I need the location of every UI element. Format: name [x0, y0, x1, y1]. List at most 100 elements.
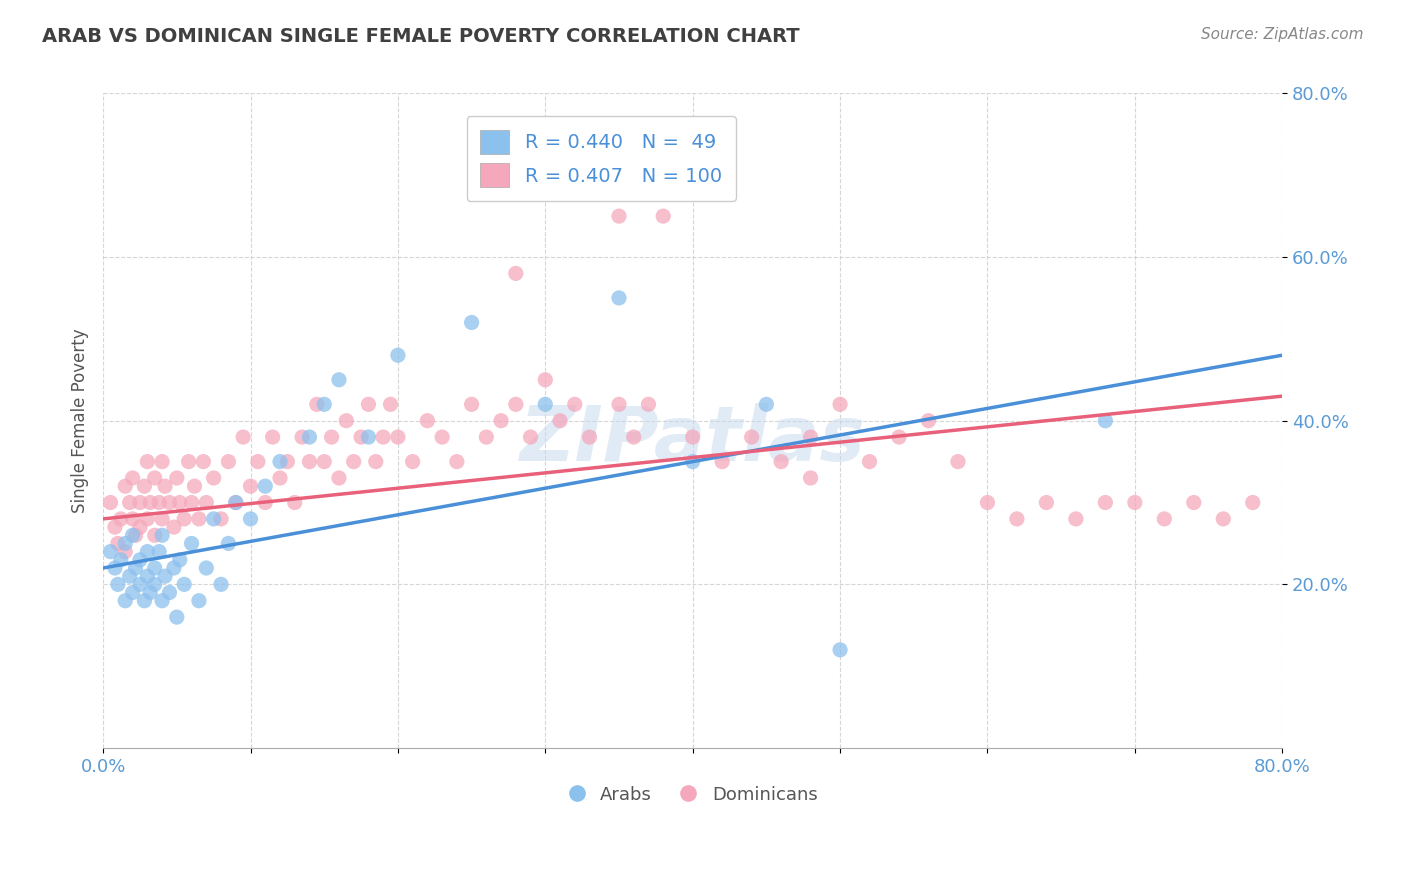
Point — [291, 430, 314, 444]
Point — [143, 471, 166, 485]
Point — [505, 397, 527, 411]
Point — [121, 471, 143, 485]
Point — [534, 373, 557, 387]
Point — [118, 495, 141, 509]
Point — [446, 455, 468, 469]
Point — [136, 455, 159, 469]
Point — [314, 455, 336, 469]
Point — [976, 495, 998, 509]
Point — [828, 643, 851, 657]
Point — [328, 471, 350, 485]
Point — [134, 479, 156, 493]
Point — [177, 455, 200, 469]
Point — [150, 528, 173, 542]
Point — [134, 593, 156, 607]
Point — [166, 471, 188, 485]
Point — [173, 577, 195, 591]
Point — [159, 585, 181, 599]
Point — [217, 536, 239, 550]
Point — [652, 209, 675, 223]
Point — [195, 495, 218, 509]
Point — [163, 520, 186, 534]
Point — [114, 593, 136, 607]
Point — [148, 544, 170, 558]
Point — [343, 455, 366, 469]
Point — [173, 512, 195, 526]
Point — [357, 430, 380, 444]
Point — [314, 397, 336, 411]
Point — [139, 585, 162, 599]
Point — [121, 585, 143, 599]
Point — [150, 455, 173, 469]
Point — [129, 520, 152, 534]
Point — [623, 430, 645, 444]
Point — [284, 495, 307, 509]
Point — [946, 455, 969, 469]
Point — [239, 512, 262, 526]
Point — [350, 430, 373, 444]
Point — [153, 569, 176, 583]
Point — [401, 455, 423, 469]
Text: Source: ZipAtlas.com: Source: ZipAtlas.com — [1201, 27, 1364, 42]
Point — [150, 512, 173, 526]
Point — [711, 455, 734, 469]
Point — [104, 520, 127, 534]
Point — [1182, 495, 1205, 509]
Point — [225, 495, 247, 509]
Point — [489, 414, 512, 428]
Point — [269, 471, 291, 485]
Point — [217, 455, 239, 469]
Point — [114, 544, 136, 558]
Point — [254, 495, 277, 509]
Point — [114, 479, 136, 493]
Point — [129, 577, 152, 591]
Point — [136, 544, 159, 558]
Point — [110, 553, 132, 567]
Text: ZIPatlas: ZIPatlas — [520, 403, 866, 477]
Point — [387, 348, 409, 362]
Point — [564, 397, 586, 411]
Point — [150, 593, 173, 607]
Point — [1064, 512, 1087, 526]
Point — [193, 455, 215, 469]
Point — [800, 430, 823, 444]
Point — [593, 168, 616, 182]
Point — [519, 430, 541, 444]
Legend: Arabs, Dominicans: Arabs, Dominicans — [561, 779, 825, 811]
Point — [254, 479, 277, 493]
Point — [800, 471, 823, 485]
Point — [357, 397, 380, 411]
Point — [380, 397, 402, 411]
Point — [195, 561, 218, 575]
Point — [121, 528, 143, 542]
Point — [373, 430, 395, 444]
Point — [298, 455, 321, 469]
Point — [100, 495, 122, 509]
Point — [121, 512, 143, 526]
Point — [505, 266, 527, 280]
Point — [180, 495, 202, 509]
Point — [887, 430, 910, 444]
Point — [104, 561, 127, 575]
Point — [246, 455, 269, 469]
Point — [239, 479, 262, 493]
Point — [139, 495, 162, 509]
Point — [328, 373, 350, 387]
Point — [159, 495, 181, 509]
Point — [143, 561, 166, 575]
Point — [124, 528, 146, 542]
Point — [548, 414, 571, 428]
Point — [269, 455, 291, 469]
Point — [917, 414, 939, 428]
Point — [828, 397, 851, 411]
Point — [1212, 512, 1234, 526]
Point — [298, 430, 321, 444]
Point — [148, 495, 170, 509]
Point — [202, 512, 225, 526]
Point — [416, 414, 439, 428]
Point — [209, 577, 232, 591]
Point — [682, 455, 704, 469]
Point — [163, 561, 186, 575]
Point — [607, 397, 630, 411]
Point — [118, 569, 141, 583]
